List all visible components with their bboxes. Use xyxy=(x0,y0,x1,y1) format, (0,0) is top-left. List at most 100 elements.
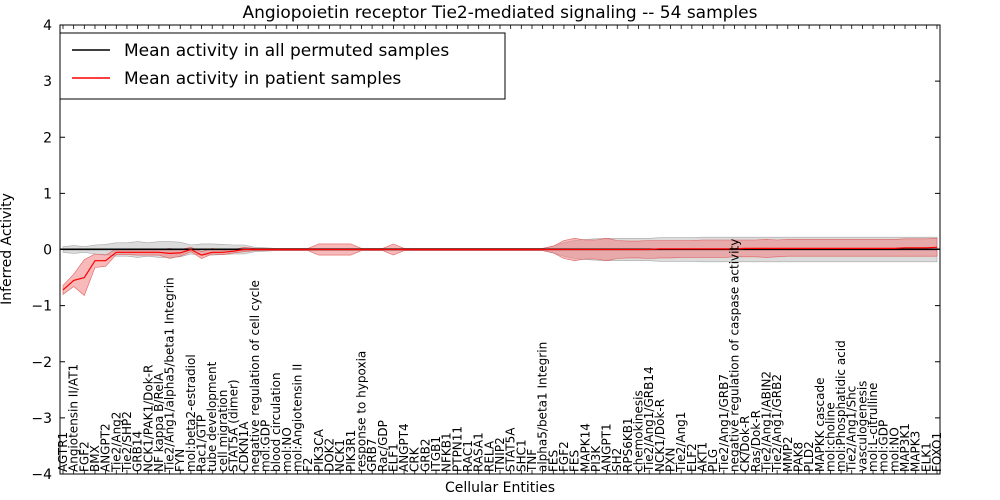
x-tick-label: ANGPT1 xyxy=(600,423,614,472)
x-tick-label: NF kappa B/RelA xyxy=(152,372,166,472)
y-tick-label: 2 xyxy=(43,130,52,146)
x-tick-label: GRB2 xyxy=(418,438,432,472)
x-tick-label: negative regulation of caspase activity xyxy=(728,239,742,472)
x-tick-label: PXN xyxy=(664,448,678,472)
x-tick-label: mol:L-citrulline xyxy=(866,383,880,472)
x-tick-label: NFKB1 xyxy=(440,432,454,472)
x-tick-label: mol:Phosphatidic acid xyxy=(834,340,848,472)
x-tick-label: STAT5A xyxy=(504,427,518,472)
x-tick-label: ANGPT4 xyxy=(397,423,411,472)
x-tick-label: RASA1 xyxy=(472,432,486,472)
y-tick-label: −2 xyxy=(31,355,52,371)
x-axis-label: Cellular Entities xyxy=(445,480,555,496)
y-axis: −4 −3 −2 −1 0 1 2 3 4 xyxy=(31,18,940,483)
x-tick-label: F2 xyxy=(301,457,315,472)
x-tick-label: Tie2/Ang1/Shc xyxy=(845,386,859,473)
x-tick-label: mol:GDP xyxy=(259,420,273,472)
x-tick-label: PLD2 xyxy=(802,441,816,472)
x-tick-label: Tie2/Ang1/alpha5/beta1 Integrin xyxy=(163,277,177,473)
chart-title: Angiopoietin receptor Tie2-mediated sign… xyxy=(242,3,757,23)
x-tick-label: Tie2/Ang1/GRB7 xyxy=(717,374,731,473)
x-tick-label: CRK xyxy=(408,446,422,472)
x-tick-label: FGF2 xyxy=(557,441,571,472)
x-tick-label: NCK1/PAK1/Dok-R xyxy=(141,365,155,472)
legend-box xyxy=(59,32,506,100)
x-tick-label: CDKN1A xyxy=(237,421,251,472)
x-tick-label: SH2 xyxy=(610,448,624,472)
y-tick-label: 1 xyxy=(43,186,52,202)
x-tick-label: AKT1 xyxy=(696,442,710,472)
x-tick-label: vasculogenesis xyxy=(855,381,869,472)
x-tick-label: PIK3R1 xyxy=(344,430,358,472)
x-tick-label: GRB14 xyxy=(131,431,145,472)
x-tick-label: Rac1/GTP xyxy=(195,415,209,472)
y-tick-label: 0 xyxy=(43,243,52,259)
x-tick-label: Tie2/Ang1 xyxy=(674,412,688,473)
y-tick-label: −3 xyxy=(31,411,52,427)
x-tick-label: TNF xyxy=(525,449,539,473)
y-axis-label: Inferred Activity xyxy=(0,193,15,305)
x-tick-label: blood circulation xyxy=(269,372,283,472)
x-tick-label: MAPK3 xyxy=(909,431,923,472)
x-tick-label: MAPKK cascade xyxy=(813,377,827,472)
plot-area xyxy=(59,24,941,475)
x-tick-label: PAK8 xyxy=(791,442,805,472)
x-tick-label: STAT5A (dimer) xyxy=(227,379,241,472)
x-tick-label: mol:Angiotensin II xyxy=(291,364,305,472)
x-tick-label: Tie2/Ang1/GRB14 xyxy=(642,366,656,473)
patient-confidence-band xyxy=(62,237,938,297)
x-tick-label: SHC1 xyxy=(514,439,528,472)
x-tick-label: Tie2/Ang2 xyxy=(109,412,123,473)
patient-mean-line xyxy=(62,246,938,291)
x-tick-label: ELK1 xyxy=(919,442,933,472)
x-tick-label: FYN xyxy=(173,449,187,472)
x-tick-label: mol:choline xyxy=(823,402,837,472)
x-tick-label: ITGB1 xyxy=(429,436,443,472)
x-tick-label: Ras/Dok-R xyxy=(749,410,763,472)
x-tick-label: TNIP2 xyxy=(493,437,507,473)
x-tick-label: MAP3K1 xyxy=(898,423,912,472)
x-tick-label: mol:GDP xyxy=(877,420,891,472)
y-tick-label: 4 xyxy=(43,18,52,34)
x-tick-label: FES xyxy=(568,450,582,472)
x-tick-label: Tie2/Ang1/ABIN2 xyxy=(760,371,774,473)
x-tick-label: RELA xyxy=(482,440,496,472)
patient-band-layer xyxy=(62,237,938,297)
x-tick-label: Tie2/SHP2 xyxy=(120,411,134,473)
x-tick-label: response to hypoxia xyxy=(354,351,368,472)
x-tick-label: RPS6KB1 xyxy=(621,417,635,472)
x-tick-label: chemokinesis xyxy=(632,390,646,472)
x-tick-label: ELF2 xyxy=(685,443,699,472)
x-tick-label: MMP2 xyxy=(781,436,795,472)
x-tick-label: Tie2/Ang1/GRB2 xyxy=(770,374,784,473)
legend: Mean activity in all permuted samples Me… xyxy=(59,32,506,100)
x-tick-label: Angiotensin II/AT1 xyxy=(67,364,81,472)
x-tick-label: ANGPT2 xyxy=(99,423,113,472)
x-tick-label: PTPN11 xyxy=(450,426,464,472)
x-tick-label: mol:beta2-estradiol xyxy=(184,354,198,472)
x-tick-label: MAPK14 xyxy=(578,423,592,472)
x-tick-label: FGF2 xyxy=(77,441,91,472)
x-tick-label: AGTR1 xyxy=(56,432,70,472)
x-tick-label: DOK2 xyxy=(323,438,337,472)
y-tick-label: 3 xyxy=(43,74,52,90)
y-tick-label: −4 xyxy=(31,467,52,483)
x-tick-label: ELF1 xyxy=(386,443,400,472)
x-tick-label: FES xyxy=(546,450,560,472)
x-tick-label: RAC1 xyxy=(461,440,475,472)
x-tick-label: NCK1 xyxy=(333,439,347,472)
legend-label-permuted: Mean activity in all permuted samples xyxy=(124,41,449,61)
x-tick-label: Rac/GDP xyxy=(376,420,390,472)
x-tick-label: cell migration xyxy=(216,390,230,472)
x-tick-label: PIK3CA xyxy=(312,428,326,472)
x-tick-label: CK/Dok-R xyxy=(738,416,752,473)
x-tick-label: FOXO1 xyxy=(930,432,944,472)
x-tick-label: GRB7 xyxy=(365,438,379,472)
x-tick-label: mol:NO xyxy=(280,427,294,472)
y-tick-label: −1 xyxy=(31,299,52,315)
x-tick-label: PI3K xyxy=(589,445,603,472)
x-tick-label: NCK1/Dok-R xyxy=(653,399,667,472)
x-tick-label: tube development xyxy=(205,361,219,472)
